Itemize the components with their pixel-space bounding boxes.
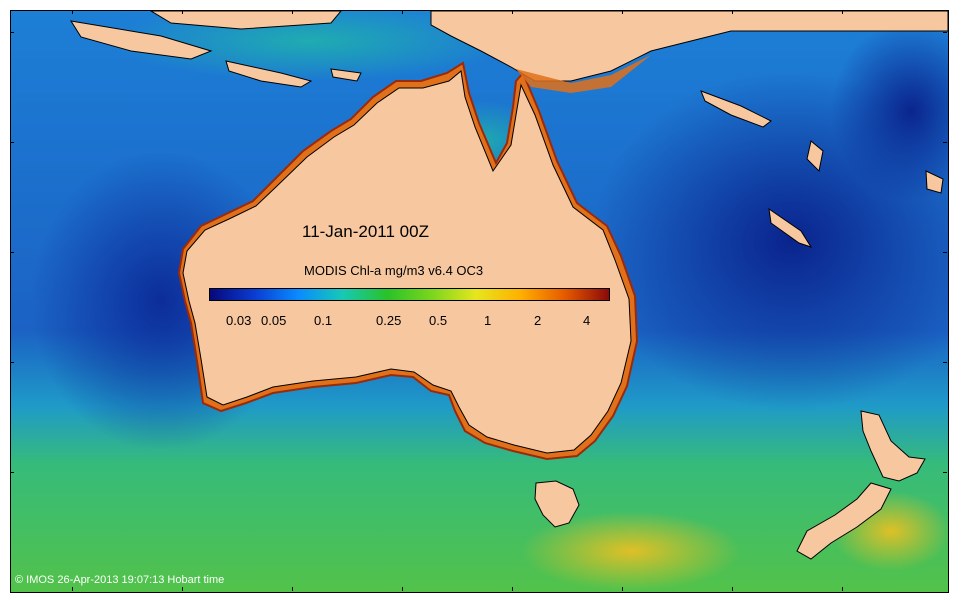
frame-tick (10, 252, 14, 253)
frame-tick (943, 472, 947, 473)
map-date-title: 11-Jan-2011 00Z (302, 222, 429, 241)
frame-tick (10, 362, 14, 363)
frame-tick (943, 32, 947, 33)
frame-tick (182, 10, 183, 14)
colorbar-tick-label: 0.5 (429, 313, 448, 328)
new-caledonia (768, 207, 813, 248)
borneo-sulawesi-land (150, 11, 342, 30)
solomon-islands (700, 90, 772, 128)
frame-tick (402, 10, 403, 14)
frame-tick (512, 10, 513, 14)
frame-tick (402, 587, 403, 591)
frame-tick (10, 32, 14, 33)
colorbar-tick-label: 0.1 (314, 313, 333, 328)
northern-teal-water (111, 11, 511, 81)
chlorophyll-map (11, 11, 948, 592)
new-zealand-south-island (796, 482, 892, 560)
colorbar-tick-label: 2 (534, 313, 542, 328)
new-zealand-north-island (860, 410, 926, 482)
tasmania-land (534, 480, 580, 528)
frame-tick (72, 587, 73, 591)
tasman-bloom (521, 511, 741, 591)
frame-tick (512, 587, 513, 591)
colorbar-tick-label: 0.05 (261, 313, 287, 328)
chlorophyll-colorbar (209, 288, 610, 301)
vanuatu-islands (806, 140, 824, 173)
frame-tick (943, 252, 947, 253)
frame-tick (72, 10, 73, 14)
frame-tick (732, 587, 733, 591)
frame-tick (943, 142, 947, 143)
frame-tick (622, 10, 623, 14)
frame-tick (842, 10, 843, 14)
frame-tick (292, 10, 293, 14)
indonesia-island-1 (69, 20, 213, 60)
legend-title: MODIS Chl-a mg/m3 v6.4 OC3 (304, 263, 484, 278)
new-guinea-land (430, 11, 948, 82)
colorbar-tick-label: 4 (583, 313, 591, 328)
frame-tick (10, 472, 14, 473)
frame-tick (182, 587, 183, 591)
frame-tick (622, 587, 623, 591)
indonesia-island-3 (330, 68, 362, 82)
australia-land (182, 70, 632, 454)
frame-tick (732, 10, 733, 14)
new-guinea-coastal-bloom (516, 55, 651, 93)
frame-tick (842, 587, 843, 591)
frame-tick (10, 142, 14, 143)
colorbar-tick-label: 0.03 (226, 313, 252, 328)
frame-tick (943, 362, 947, 363)
deep-ocean-northeast (831, 21, 948, 201)
colorbar-tick-label: 1 (484, 313, 492, 328)
fiji-islands (925, 170, 944, 194)
copyright-notice: © IMOS 26-Apr-2013 19:07:13 Hobart time (15, 574, 225, 586)
frame-tick (292, 587, 293, 591)
map-frame[interactable] (10, 10, 949, 593)
indonesia-island-2 (225, 60, 313, 88)
colorbar-tick-label: 0.25 (376, 313, 402, 328)
